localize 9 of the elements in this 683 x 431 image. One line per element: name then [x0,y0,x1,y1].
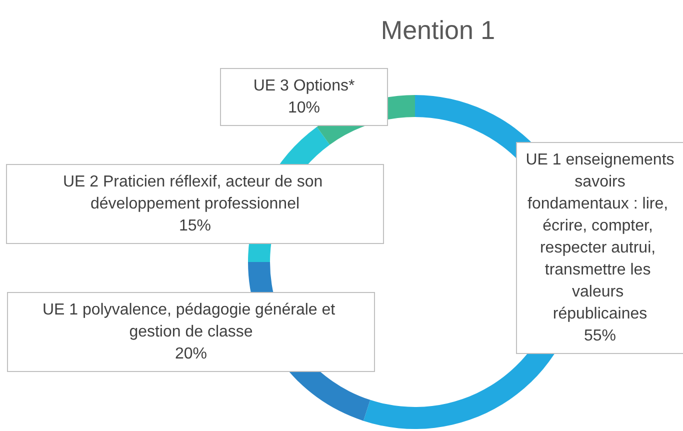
chart-title: Mention 1 [380,15,496,45]
slice-label: UE 3 Options* [253,78,355,94]
data-label: 20% [174,346,208,362]
slice-label: UE 2 Praticien réflexif, acteur de son développement professionnel [62,174,328,212]
slice-label: UE 1 enseignements savoirs fondamentaux : lire, écrire, compter, respecter autrui, transmettre les valeurs républicaines [526,152,674,322]
slice-label: UE 1 polyvalence, pédagogie générale et gestion de classe [42,302,340,340]
data-label: 55% [584,328,616,344]
data-label: 10% [288,100,320,116]
data-label: 15% [178,218,212,234]
